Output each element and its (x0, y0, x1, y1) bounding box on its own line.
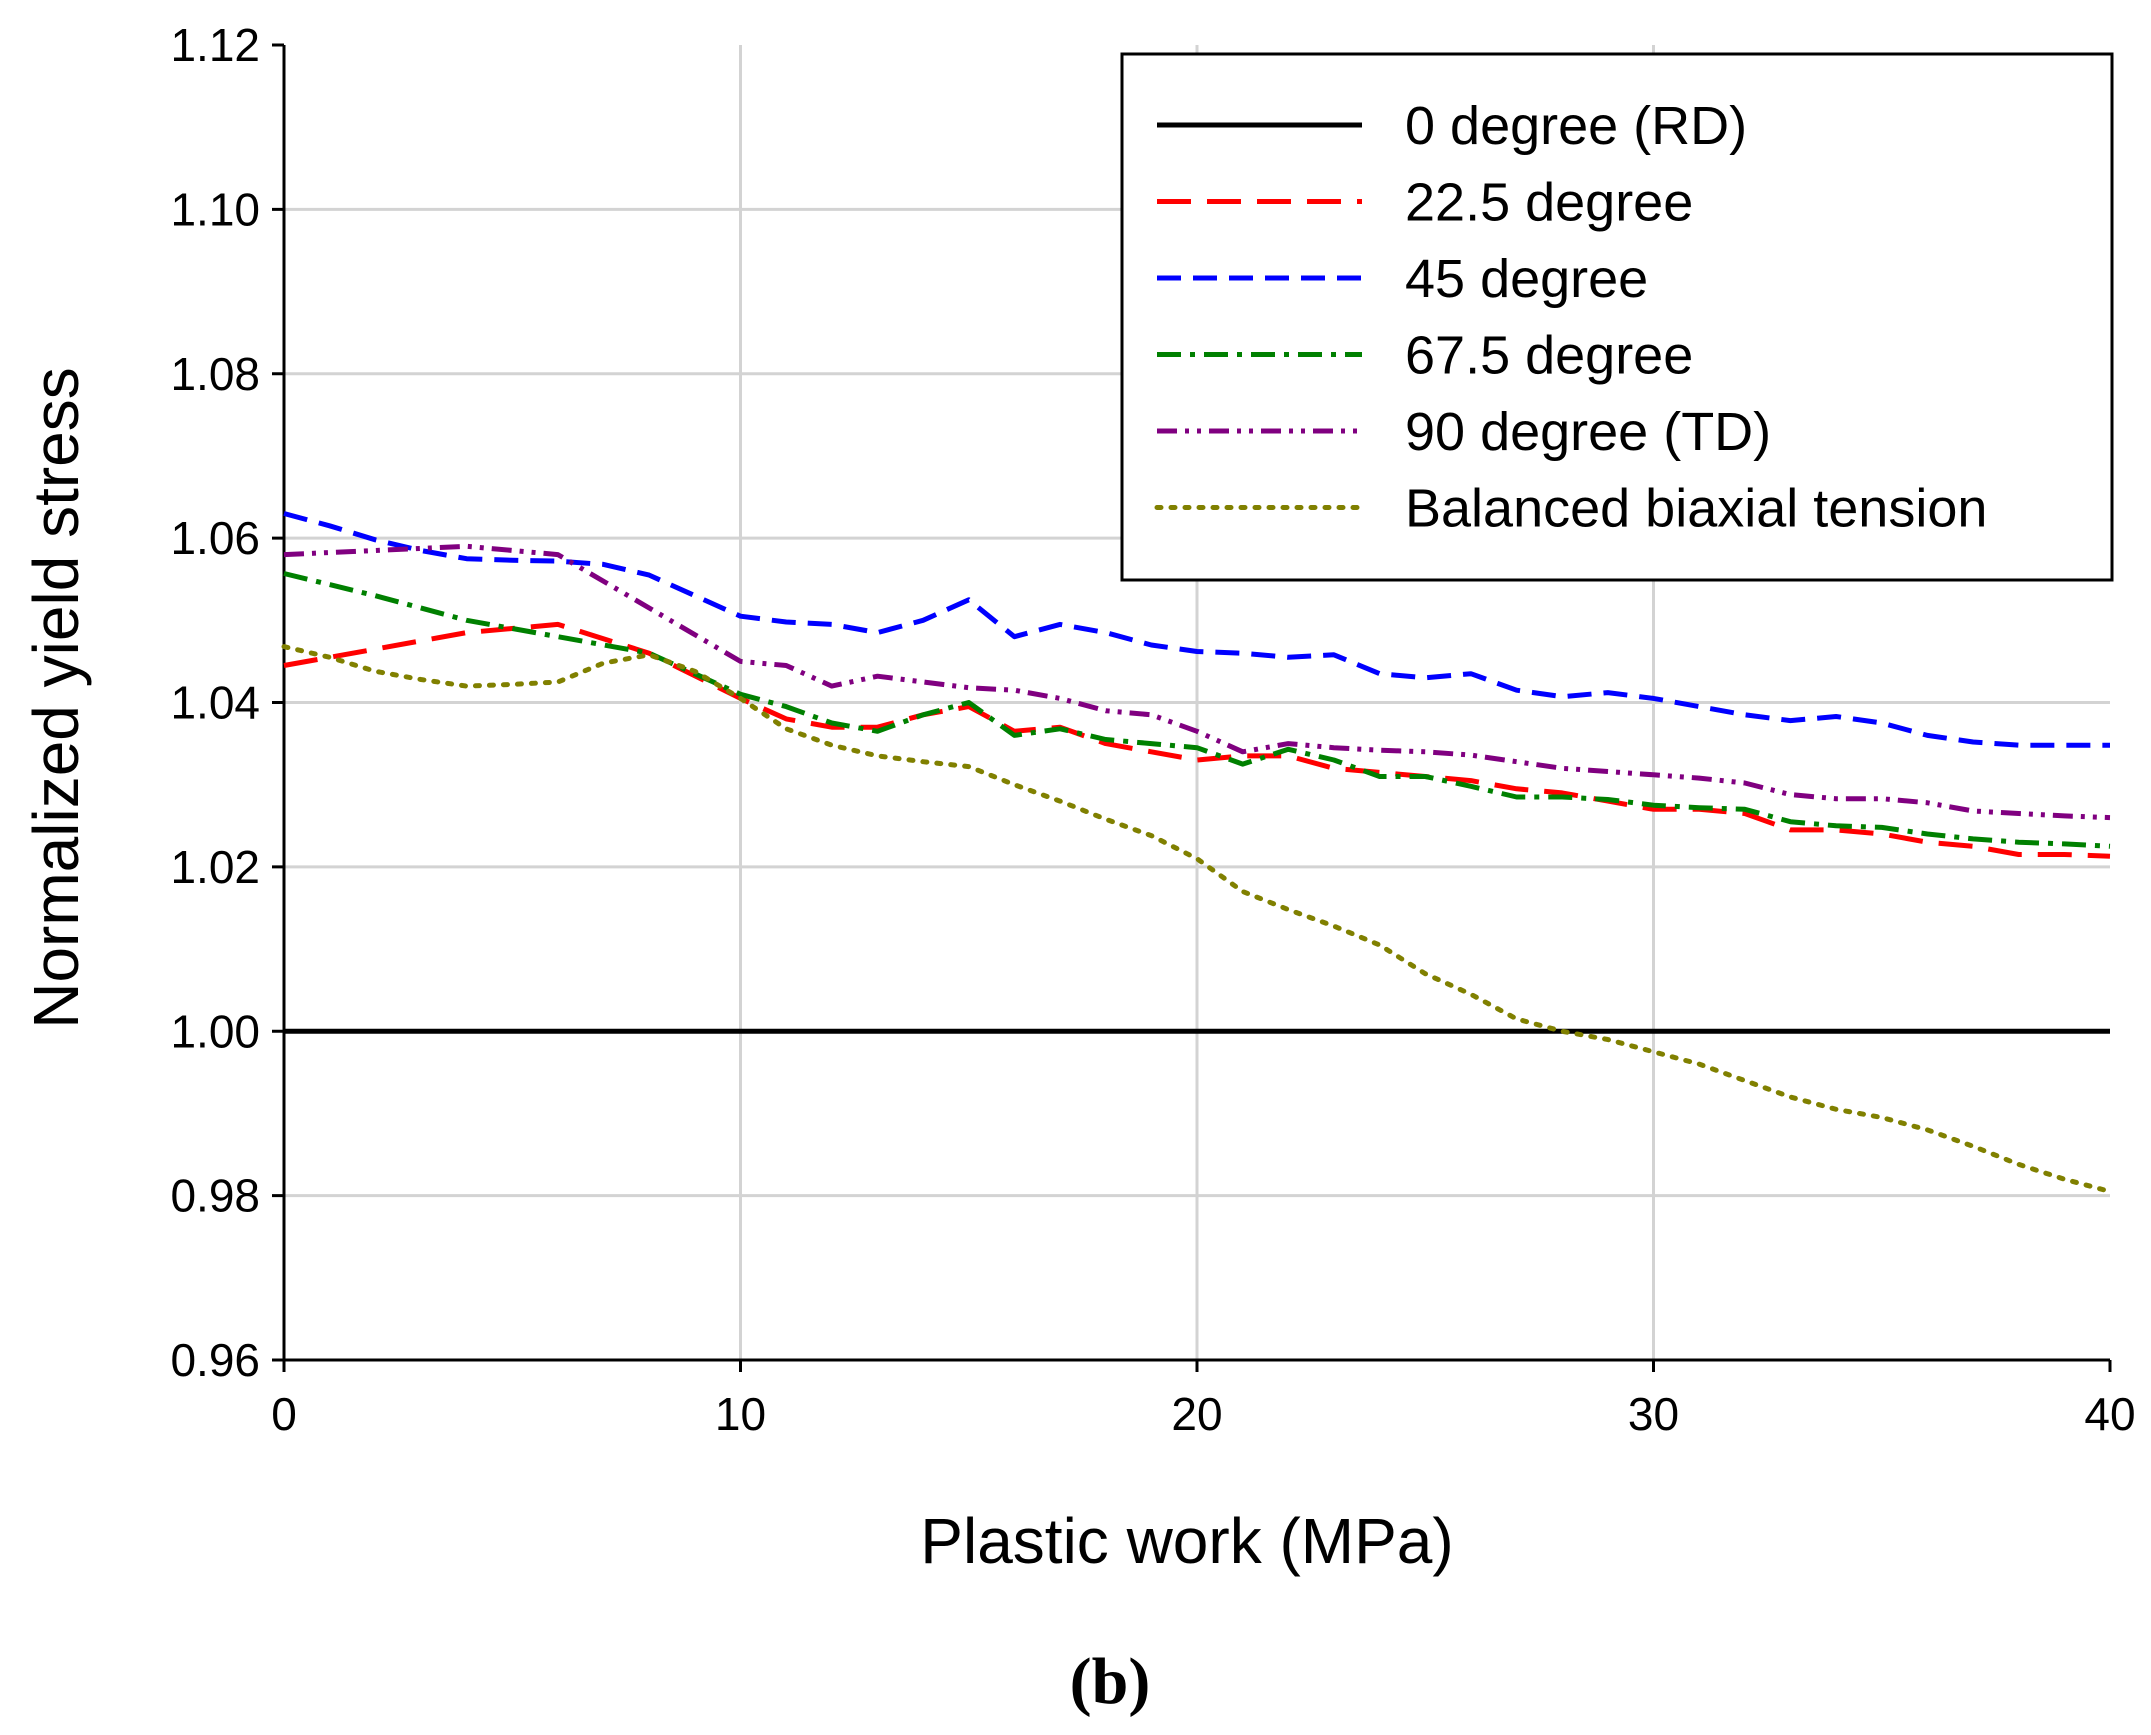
y-tick-label: 1.06 (170, 512, 260, 564)
series-line-balanced-biaxial-tension (281, 644, 2113, 1194)
y-tick-label: 1.00 (170, 1005, 260, 1057)
y-axis-title: Normalized yield stress (20, 367, 92, 1029)
x-tick-label: 20 (1171, 1388, 1222, 1440)
legend-label-balanced-biaxial-tension: Balanced biaxial tension (1405, 479, 1987, 539)
y-tick-label: 0.96 (170, 1334, 260, 1386)
y-tick-label: 1.12 (170, 19, 260, 71)
legend: 0 degree (RD) 22.5 degree 45 degree 67.5 de… (1120, 52, 2114, 582)
legend-label-67-5-degree: 67.5 degree (1405, 326, 1693, 386)
x-tick-labels: 0 10 20 30 40 (271, 1388, 2135, 1440)
legend-label-45-degree: 45 degree (1405, 249, 1648, 309)
plot-lines (281, 511, 2113, 1194)
panel-label: (b) (1070, 1645, 1151, 1718)
x-tick-label: 0 (271, 1388, 297, 1440)
y-tick-label: 1.04 (170, 677, 260, 729)
series-line-67-5-degree (283, 571, 2111, 849)
y-tick-label: 1.10 (170, 183, 260, 235)
x-tick-label: 10 (715, 1388, 766, 1440)
legend-box (1120, 52, 2114, 582)
series-line-22-5-degree (283, 621, 2111, 859)
series-line-90-degree-td (283, 543, 2111, 821)
x-axis-title: Plastic work (MPa) (920, 1505, 1453, 1577)
y-tick-label: 0.98 (170, 1170, 260, 1222)
y-tick-labels: 0.96 0.98 1.00 1.02 1.04 1.06 1.08 1.10 1.12 (170, 19, 260, 1386)
y-tick-label: 1.08 (170, 348, 260, 400)
series-line-45-degree (283, 511, 2110, 748)
legend-label-90-degree-td: 90 degree (TD) (1405, 402, 1771, 462)
legend-label-22-5-degree: 22.5 degree (1405, 173, 1693, 233)
y-tick-label: 1.02 (170, 841, 260, 893)
x-tick-label: 40 (2084, 1388, 2135, 1440)
x-tick-label: 30 (1628, 1388, 1679, 1440)
legend-label-0-degree-rd: 0 degree (RD) (1405, 96, 1747, 156)
axes (272, 43, 2112, 1372)
